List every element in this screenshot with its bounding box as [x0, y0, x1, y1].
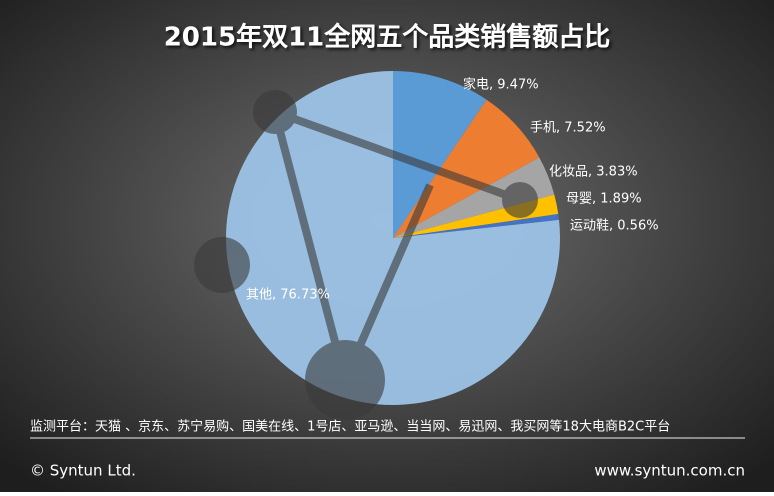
pie-slice: [393, 99, 540, 238]
website: www.syntun.com.cn: [594, 462, 745, 480]
data-label: 化妆品, 3.83%: [549, 165, 638, 180]
decoration: [194, 90, 538, 420]
data-label: 其他, 76.73%: [246, 288, 330, 303]
pie-slice: [393, 157, 555, 238]
data-label: 手机, 7.52%: [530, 121, 606, 136]
pie-slice: [393, 71, 487, 238]
data-label: 运动鞋, 0.56%: [570, 218, 659, 234]
chart-title: 2015年双11全网五个品类销售额占比: [164, 22, 611, 53]
copyright: © Syntun Ltd.: [30, 462, 136, 480]
data-label: 母婴, 1.89%: [566, 192, 642, 207]
note: 监测平台：天猫 、京东、苏宁易购、国美在线、1号店、亚马逊、当当网、易迅网、我买…: [30, 419, 670, 435]
data-label: 家电, 9.47%: [463, 77, 539, 93]
pie-slice: [226, 71, 561, 406]
pie: [226, 71, 561, 406]
pie-slice: [393, 214, 560, 238]
